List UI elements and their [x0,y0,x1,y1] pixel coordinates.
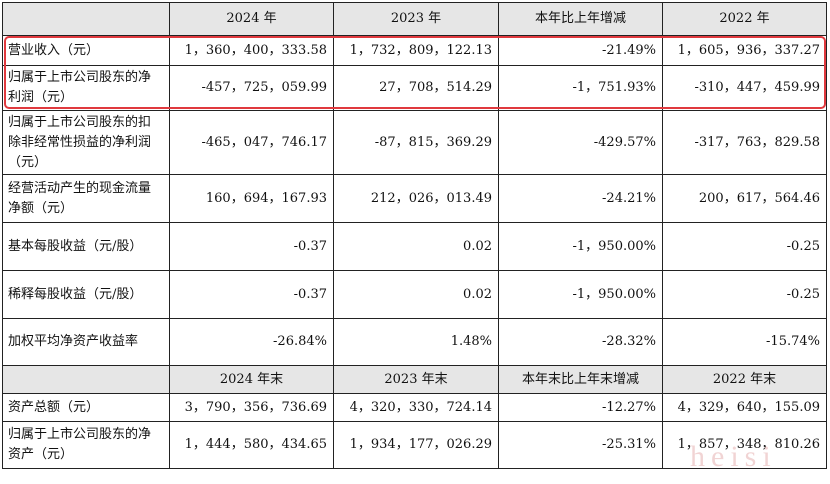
cell-2023: 1.48% [333,318,499,366]
cell-change: -21.49% [498,35,663,66]
cell-2024: -457，725，059.99 [169,65,334,111]
row-label: 营业收入（元） [2,35,170,66]
cell-2022: 1，605，936，337.27 [662,35,827,66]
cell-change: -25.31% [498,421,663,469]
cell-2024: -0.37 [169,270,334,319]
header-corner-cell [2,2,170,36]
row-label: 资产总额（元） [2,393,170,422]
cell-2023: 4，320，330，724.14 [333,393,499,422]
cell-2022: -0.25 [662,270,827,319]
header-row: 2024 年末 2023 年末 本年末比上年末增减 2022 年末 [2,365,827,394]
header-change-end: 本年末比上年末增减 [498,365,663,394]
cell-change: -12.27% [498,393,663,422]
header-2023: 2023 年 [333,2,499,36]
cell-2024: -0.37 [169,222,334,271]
table-row: 归属于上市公司股东的净利润（元） -457，725，059.99 27，708，… [2,65,827,111]
cell-2022: -317，763，829.58 [662,110,827,175]
row-label: 归属于上市公司股东的净利润（元） [2,65,170,111]
row-label: 经营活动产生的现金流量净额（元） [2,174,170,223]
financial-data-table: 2024 年 2023 年 本年比上年增减 2022 年 营业收入（元） 1，3… [2,2,827,469]
cell-2023: 0.02 [333,270,499,319]
table-row: 稀释每股收益（元/股） -0.37 0.02 -1，950.00% -0.25 [2,270,827,319]
cell-change: -429.57% [498,110,663,175]
row-label: 加权平均净资产收益率 [2,318,170,366]
cell-2024: 3，790，356，736.69 [169,393,334,422]
row-label: 归属于上市公司股东的净资产（元） [2,421,170,469]
cell-2023: 1，934，177，026.29 [333,421,499,469]
cell-2023: 212，026，013.49 [333,174,499,223]
table-row: 归属于上市公司股东的扣除非经常性损益的净利润（元） -465，047，746.1… [2,110,827,175]
header-change: 本年比上年增减 [498,2,663,36]
header-2022: 2022 年 [662,2,827,36]
cell-2024: -465，047，746.17 [169,110,334,175]
cell-change: -24.21% [498,174,663,223]
cell-2022: -310，447，459.99 [662,65,827,111]
table-row: 资产总额（元） 3，790，356，736.69 4，320，330，724.1… [2,393,827,422]
header-2024: 2024 年 [169,2,334,36]
cell-2023: 0.02 [333,222,499,271]
cell-change: -28.32% [498,318,663,366]
cell-change: -1，950.00% [498,222,663,271]
cell-change: -1，950.00% [498,270,663,319]
cell-2022: 200，617，564.46 [662,174,827,223]
table-row: 营业收入（元） 1，360，400，333.58 1，732，809，122.1… [2,35,827,66]
table-row: 经营活动产生的现金流量净额（元） 160，694，167.93 212，026，… [2,174,827,223]
row-label: 归属于上市公司股东的扣除非经常性损益的净利润（元） [2,110,170,175]
cell-2024: 160，694，167.93 [169,174,334,223]
cell-2022: -15.74% [662,318,827,366]
cell-2024: 1，360，400，333.58 [169,35,334,66]
cell-2023: 1，732，809，122.13 [333,35,499,66]
header-2023-end: 2023 年末 [333,365,499,394]
cell-2022: 4，329，640，155.09 [662,393,827,422]
header-row: 2024 年 2023 年 本年比上年增减 2022 年 [2,2,827,36]
header-2024-end: 2024 年末 [169,365,334,394]
cell-2023: 27，708，514.29 [333,65,499,111]
row-label: 稀释每股收益（元/股） [2,270,170,319]
table-row: 加权平均净资产收益率 -26.84% 1.48% -28.32% -15.74% [2,318,827,366]
cell-2023: -87，815，369.29 [333,110,499,175]
cell-2022: -0.25 [662,222,827,271]
header-corner-cell [2,365,170,394]
header-2022-end: 2022 年末 [662,365,827,394]
cell-change: -1，751.93% [498,65,663,111]
cell-2024: 1，444，580，434.65 [169,421,334,469]
table-row: 归属于上市公司股东的净资产（元） 1，444，580，434.65 1，934，… [2,421,827,469]
cell-2024: -26.84% [169,318,334,366]
cell-2022: 1，857，348，810.26 [662,421,827,469]
table-row: 基本每股收益（元/股） -0.37 0.02 -1，950.00% -0.25 [2,222,827,271]
row-label: 基本每股收益（元/股） [2,222,170,271]
